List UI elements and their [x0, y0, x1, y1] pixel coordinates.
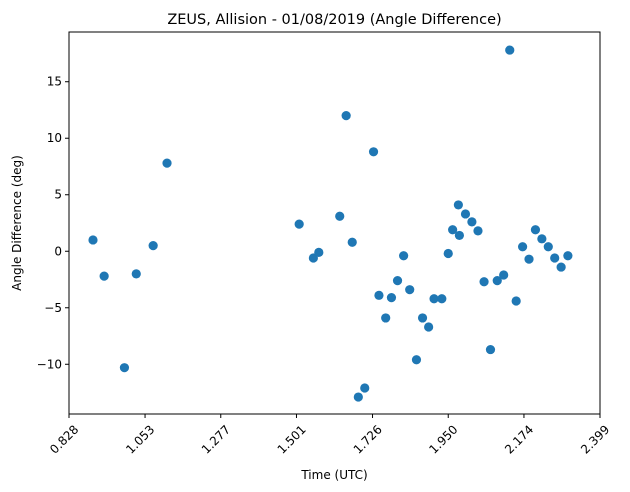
data-point: [314, 247, 324, 257]
y-axis: 15 10 5 0 −5 −10: [37, 75, 69, 371]
y-tick-label: −10: [37, 357, 62, 371]
data-point: [341, 111, 351, 121]
data-point: [148, 241, 158, 251]
y-tick-label: 0: [54, 244, 62, 258]
data-point: [347, 237, 357, 247]
data-point: [374, 290, 384, 300]
data-point: [360, 383, 370, 393]
x-axis-label: Time (UTC): [300, 468, 367, 482]
data-point: [517, 242, 528, 252]
data-point: [499, 270, 509, 280]
data-point: [335, 211, 345, 221]
data-point: [543, 242, 553, 252]
data-point: [386, 292, 397, 303]
data-point: [399, 251, 409, 261]
data-point: [88, 235, 98, 245]
data-point: [429, 294, 439, 304]
data-point: [162, 158, 172, 168]
data-point: [524, 254, 534, 264]
data-point: [454, 230, 464, 241]
data-point: [479, 277, 489, 287]
data-point: [530, 225, 541, 235]
data-point: [556, 262, 566, 272]
plot-area: [68, 31, 601, 415]
data-point: [99, 271, 109, 281]
data-point: [460, 209, 471, 219]
data-point: [453, 200, 463, 210]
data-point: [392, 276, 403, 286]
data-point: [368, 147, 379, 157]
data-point: [443, 248, 453, 259]
y-tick-label: 15: [47, 75, 62, 89]
data-point: [119, 363, 130, 373]
data-point: [417, 313, 428, 323]
data-point: [411, 355, 422, 365]
data-point: [511, 296, 521, 306]
data-point: [437, 294, 447, 304]
data-point: [131, 269, 141, 279]
data-point: [294, 219, 304, 229]
data-point: [492, 276, 502, 286]
data-point: [537, 234, 547, 244]
data-point: [353, 392, 363, 402]
data-point: [467, 217, 477, 227]
y-tick-label: −5: [44, 301, 62, 315]
data-point: [563, 251, 573, 261]
y-tick-label: 10: [47, 131, 62, 145]
data-point: [505, 45, 515, 55]
data-point: [473, 226, 483, 236]
y-tick-label: 5: [54, 188, 62, 202]
data-point: [448, 225, 458, 235]
data-point: [485, 344, 496, 355]
y-axis-label: Angle Difference (deg): [10, 155, 24, 291]
data-point: [424, 322, 434, 332]
data-point: [550, 253, 560, 263]
chart-title: ZEUS, Allision - 01/08/2019 (Angle Diffe…: [167, 12, 501, 28]
data-point: [405, 285, 415, 295]
data-points: [88, 45, 573, 402]
data-point: [381, 313, 391, 323]
